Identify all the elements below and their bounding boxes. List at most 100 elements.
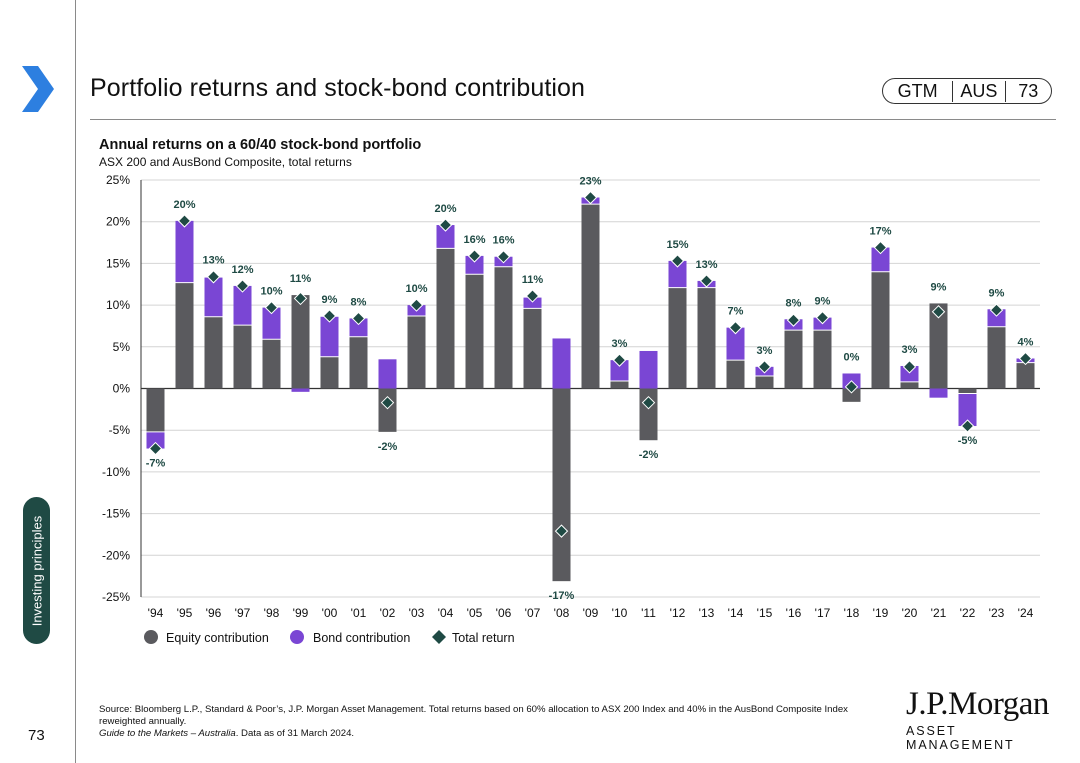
total-return-marker <box>583 190 598 205</box>
total-return-label: 9% <box>989 287 1005 299</box>
total-return-label: 13% <box>202 255 224 267</box>
total-return-marker <box>728 320 743 335</box>
side-tab-label: Investing principles <box>29 515 44 626</box>
total-return-label: 0% <box>844 351 860 363</box>
bond-bar <box>639 350 658 389</box>
equity-bar <box>320 356 339 389</box>
x-tick-label: '11 <box>641 606 656 620</box>
bond-bar <box>987 309 1006 327</box>
bond-bar <box>204 277 223 317</box>
total-return-marker <box>844 380 859 394</box>
x-tick-label: '18 <box>844 606 860 620</box>
footnote-guide: Guide to the Markets – Australia <box>99 728 236 739</box>
total-return-marker <box>989 303 1004 317</box>
total-return-label: 12% <box>231 264 253 276</box>
total-return-marker <box>148 441 163 456</box>
equity-bar <box>1016 362 1035 389</box>
footnote: Source: Bloomberg L.P., Standard & Poor’… <box>99 704 849 740</box>
bond-bar <box>378 359 397 389</box>
section-badge: GTM AUS 73 <box>882 78 1052 104</box>
bond-bar <box>262 307 281 340</box>
total-return-marker <box>931 305 946 319</box>
equity-bar <box>146 388 165 432</box>
bond-bar <box>233 285 252 326</box>
total-return-label: -2% <box>378 441 398 453</box>
legend-bond-label: Bond contribution <box>313 631 410 645</box>
badge-gtm: GTM <box>883 80 954 102</box>
total-return-marker <box>438 218 453 232</box>
equity-bar <box>842 388 861 402</box>
equity-bar <box>784 330 803 389</box>
total-return-label: 10% <box>405 283 427 295</box>
total-return-marker <box>873 240 888 255</box>
equity-bar <box>262 339 281 389</box>
equity-bar <box>900 381 919 389</box>
side-tab[interactable]: Investing principles <box>23 497 50 644</box>
total-return-marker <box>235 279 250 293</box>
total-return-label: 3% <box>902 344 918 356</box>
bond-bar <box>726 327 745 361</box>
bond-bar <box>668 260 687 288</box>
x-tick-label: '10 <box>612 606 628 620</box>
equity-bar <box>987 326 1006 389</box>
equity-bar <box>726 360 745 389</box>
total-return-marker <box>960 419 975 433</box>
equity-bar <box>581 204 600 389</box>
y-tick-label: -10% <box>102 465 130 479</box>
total-return-label: -17% <box>549 590 575 602</box>
total-return-marker <box>612 353 627 367</box>
chevron-right-icon <box>22 66 54 112</box>
equity-bar <box>958 388 977 394</box>
legend-total-swatch <box>432 630 446 644</box>
total-return-marker <box>264 300 279 315</box>
total-return-marker <box>1018 351 1033 366</box>
total-return-label: 4% <box>1018 336 1034 348</box>
bond-bar <box>523 297 542 309</box>
chart-title: Annual returns on a 60/40 stock-bond por… <box>99 137 422 153</box>
page-number: 73 <box>28 727 45 744</box>
chart-subtitle: ASX 200 and AusBond Composite, total ret… <box>99 155 352 169</box>
legend-equity-label: Equity contribution <box>166 631 269 645</box>
total-return-marker <box>496 250 511 264</box>
bond-bar <box>436 225 455 249</box>
x-tick-label: '12 <box>670 606 686 620</box>
equity-bar <box>378 388 397 432</box>
bond-bar <box>175 220 194 283</box>
equity-bar <box>436 248 455 389</box>
y-tick-label: 20% <box>106 215 130 229</box>
total-return-marker <box>699 274 714 288</box>
bond-bar <box>291 388 310 392</box>
x-tick-label: '02 <box>380 606 396 620</box>
equity-bar <box>813 330 832 389</box>
bond-bar <box>871 247 890 272</box>
footnote-date: . Data as of 31 March 2024. <box>235 728 355 739</box>
total-return-marker <box>351 311 366 326</box>
x-tick-label: '09 <box>583 606 599 620</box>
page-title: Portfolio returns and stock-bond contrib… <box>90 74 586 102</box>
total-return-label: -2% <box>639 449 659 461</box>
x-tick-label: '98 <box>264 606 280 620</box>
badge-page: 73 <box>1018 80 1039 101</box>
x-tick-label: '21 <box>931 606 947 620</box>
logo-subtitle: ASSET MANAGEMENT <box>906 724 1015 752</box>
x-tick-label: '96 <box>206 606 222 620</box>
total-return-label: 9% <box>815 296 831 308</box>
total-return-label: 3% <box>612 338 628 350</box>
total-return-marker <box>525 289 540 303</box>
x-tick-label: '20 <box>902 606 918 620</box>
total-return-marker <box>786 313 801 327</box>
x-tick-label: '14 <box>728 606 744 620</box>
bond-bar <box>320 316 339 357</box>
x-tick-label: '06 <box>496 606 512 620</box>
left-rule <box>75 0 76 763</box>
total-return-label: 13% <box>695 259 717 271</box>
x-tick-label: '15 <box>757 606 773 620</box>
equity-bar <box>697 287 716 389</box>
total-return-marker <box>409 298 424 312</box>
x-tick-label: '01 <box>351 606 367 620</box>
total-return-label: 20% <box>434 203 456 215</box>
total-return-marker <box>902 360 917 374</box>
x-tick-label: '99 <box>293 606 309 620</box>
x-tick-label: '23 <box>989 606 1005 620</box>
